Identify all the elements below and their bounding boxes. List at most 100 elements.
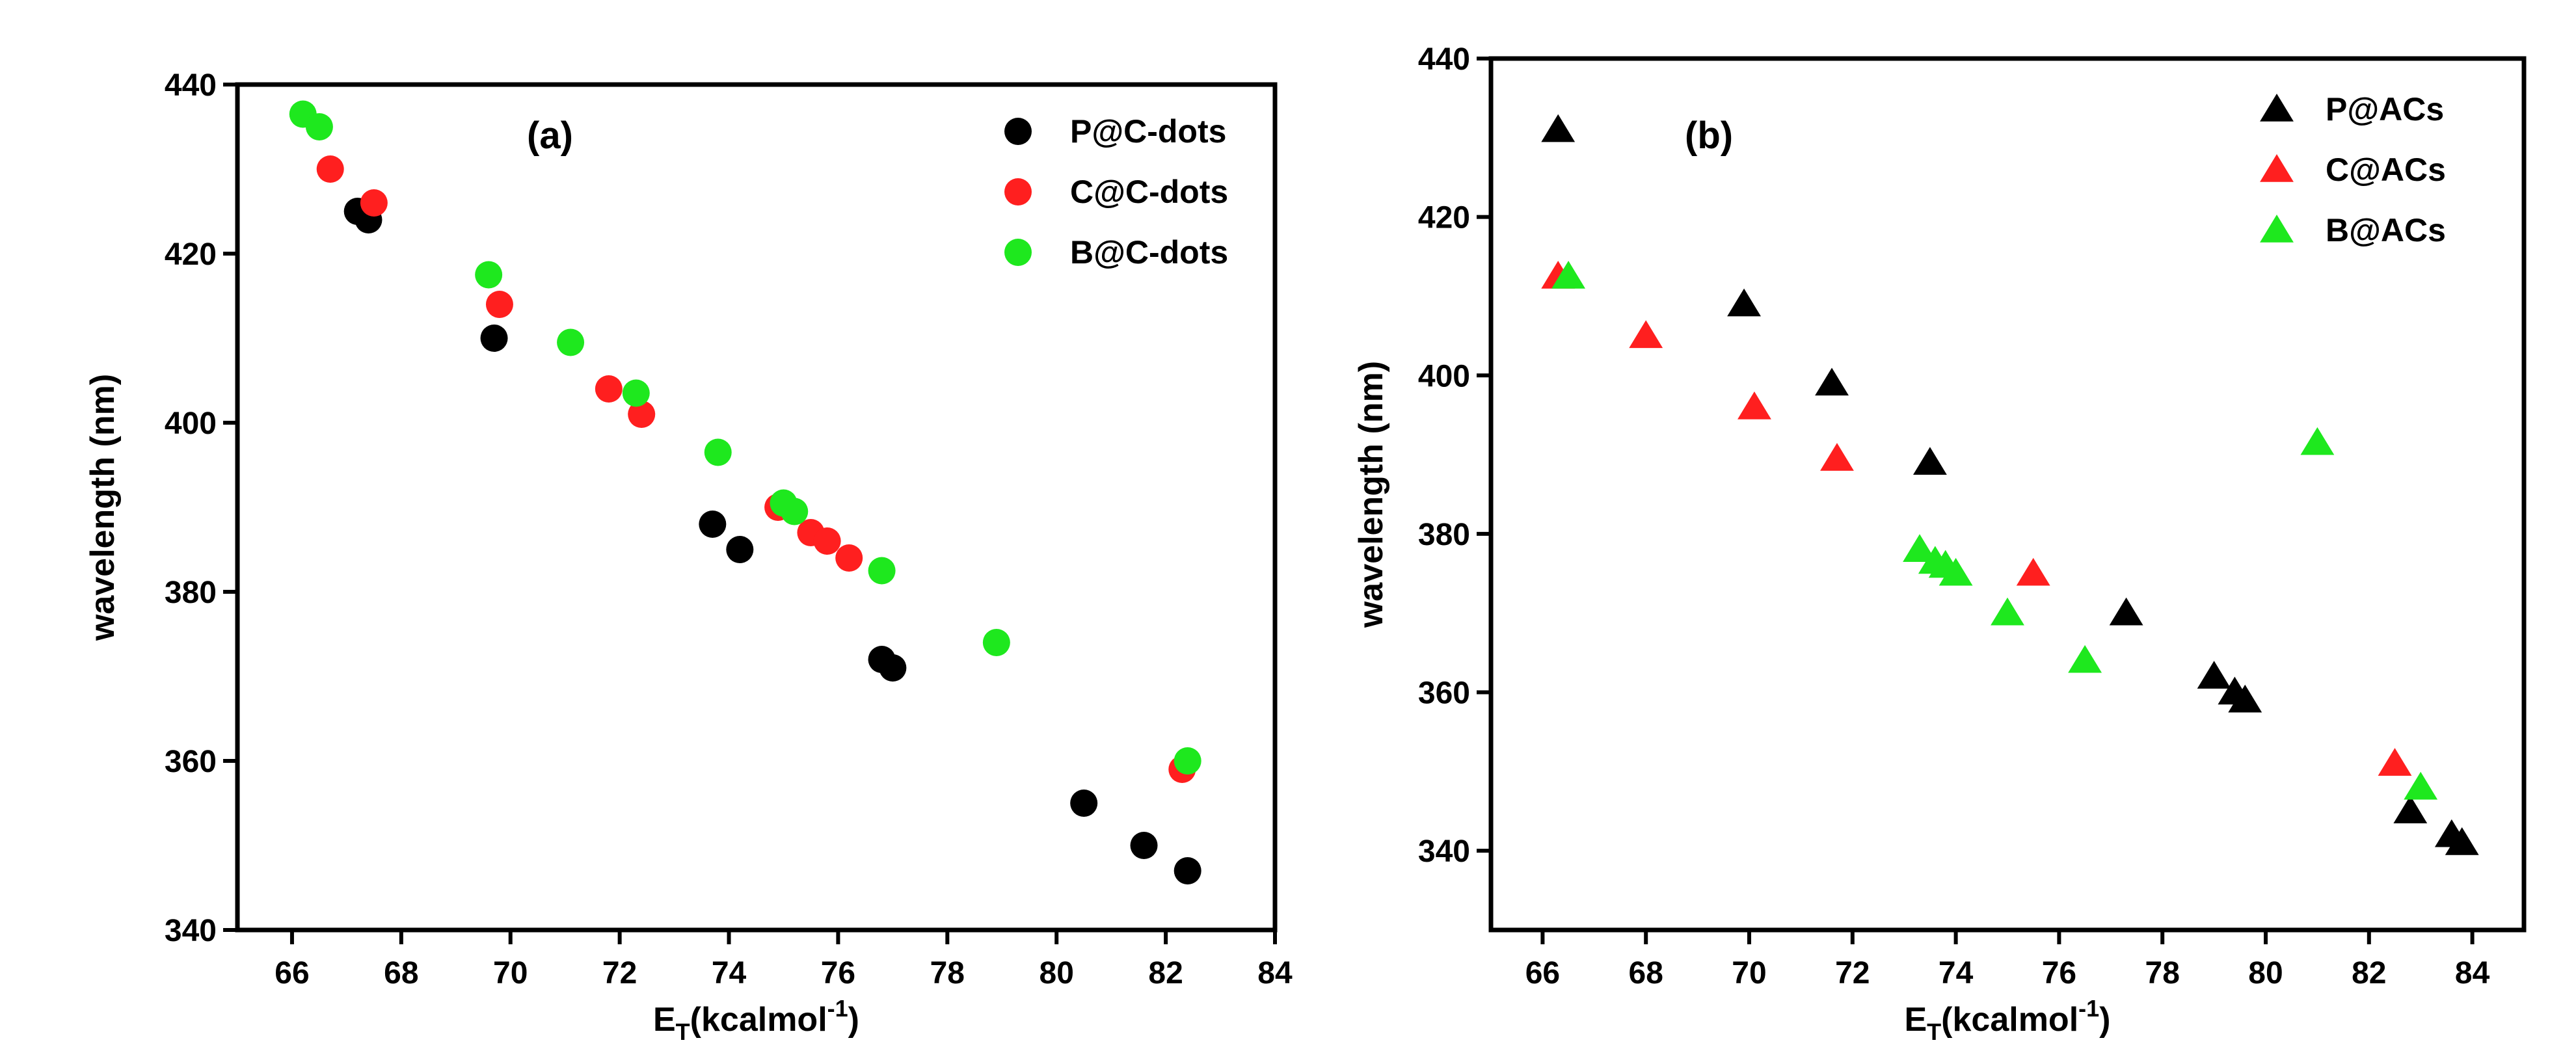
panel-b-legend-marker	[2260, 215, 2294, 243]
panel-a-y-tick-label: 420	[165, 237, 217, 272]
panel-a-data-point	[813, 527, 841, 555]
panel-a-x-tick-label: 72	[602, 956, 637, 990]
panel-b-x-tick-label: 84	[2455, 956, 2490, 990]
panel-a-data-point	[480, 325, 508, 352]
panel-b-data-point	[1991, 597, 2024, 626]
panel-a-x-tick-label: 70	[493, 956, 528, 990]
panel-a-data-point	[628, 401, 656, 428]
panel-b-x-tick-label: 76	[2042, 956, 2076, 990]
panel-a-data-points	[289, 100, 1201, 884]
panel-b-data-point	[2109, 597, 2143, 626]
panel-a-data-point	[835, 544, 863, 572]
panel-a-x-tick-label: 74	[712, 956, 747, 990]
panel-b-data-point	[1737, 392, 1771, 419]
panel-a-x-tick-label: 68	[384, 956, 418, 990]
panel-a-data-point	[316, 155, 344, 183]
panel-a-data-point	[704, 438, 732, 466]
panel-a-y-tick-label: 340	[165, 914, 217, 948]
panel-a-data-point	[982, 629, 1010, 656]
panel-b-y-tick-label: 360	[1418, 676, 1470, 711]
panel-a-x-tick-label: 82	[1148, 956, 1183, 990]
panel-a-data-point	[305, 113, 333, 140]
panel-a-data-point	[475, 261, 503, 289]
panel-a-legend-marker	[1004, 239, 1032, 266]
panel-a-data-point	[1174, 747, 1201, 775]
panel-a-x-tick-label: 84	[1257, 956, 1293, 990]
panel-a-data-point	[557, 328, 585, 356]
panel-b-x-tick-label: 80	[2248, 956, 2283, 990]
panel-b-data-point	[2404, 771, 2438, 800]
panel-b-data-point	[2016, 557, 2050, 586]
panel-b-data-point	[2445, 827, 2479, 855]
panel-b-y-tick-label: 380	[1418, 518, 1470, 552]
panel-b-y-axis-title: wavelength (nm)	[1352, 361, 1390, 628]
panel-a-data-point	[699, 511, 727, 538]
panel-a-data-point	[485, 291, 513, 318]
panel-b-data-point	[2300, 427, 2335, 455]
panel-b-label: (b)	[1685, 114, 1733, 157]
panel-b-data-point	[1629, 320, 1663, 349]
panel-a-y-tick-label: 360	[165, 745, 217, 779]
panel-a-legend-label: P@C-dots	[1070, 113, 1226, 150]
panel-a-y-axis-title: wavelength (nm)	[84, 374, 122, 641]
panel-b-data-point	[1815, 367, 1849, 396]
panel-a-data-point	[1130, 832, 1158, 859]
panel-b-data-point	[1551, 261, 1586, 289]
panel-a-data-point	[726, 536, 754, 563]
panel-a-ticks: 66 68 70 72 74 76 78 80 82 84 340 360 380 400 420 440	[165, 68, 1293, 990]
panel-a-legend-marker	[1004, 178, 1032, 206]
panel-b-data-point	[1727, 288, 1761, 317]
panel-b-legend-marker	[2260, 94, 2294, 122]
panel-b-legend-marker	[2260, 154, 2294, 182]
panel-b-y-tick-label: 340	[1418, 834, 1470, 869]
panel-b-legend-label: C@ACs	[2326, 152, 2446, 188]
panel-b-data-point	[2068, 644, 2102, 673]
panel-b-scatter-chart: 66 68 70 72 74 76 78 80 82 84 340 360 380 400 420 440 (…	[1352, 42, 2527, 1045]
panel-a-legend: P@C-dots C@C-dots B@C-dots	[1004, 113, 1228, 271]
panel-b-data-point	[1541, 114, 1576, 142]
panel-a-plot-frame	[235, 82, 1278, 933]
panel-b-legend: P@ACs C@ACs B@ACs	[2260, 91, 2446, 248]
panel-b-data-point	[2378, 748, 2412, 776]
panel-b-x-tick-label: 78	[2145, 956, 2180, 990]
panel-a-x-tick-label: 80	[1040, 956, 1074, 990]
panel-a-legend-label: B@C-dots	[1070, 234, 1228, 271]
panel-b-x-tick-label: 66	[1525, 956, 1560, 990]
panel-a-scatter-chart: 66 68 70 72 74 76 78 80 82 84 340 360 380 400 420 440 (…	[84, 68, 1293, 1045]
panel-b-legend-label: B@ACs	[2326, 212, 2446, 248]
panel-b-x-tick-label: 70	[1732, 956, 1766, 990]
panel-b-legend-label: P@ACs	[2326, 91, 2444, 127]
panel-b-data-point	[2197, 661, 2231, 689]
panel-a-data-point	[781, 498, 809, 525]
panel-a-data-point	[1070, 790, 1098, 817]
panel-b-x-axis-title: ET(kcalmol-1)	[1904, 995, 2110, 1045]
panel-b-y-tick-label: 420	[1418, 201, 1470, 235]
panel-a-data-point	[879, 654, 907, 682]
panel-b-data-points	[1541, 114, 2479, 855]
panel-b-y-tick-label: 440	[1418, 42, 1470, 77]
panel-b-data-point	[2228, 684, 2262, 713]
panel-b-x-tick-label: 68	[1629, 956, 1663, 990]
panel-a-y-tick-label: 400	[165, 406, 217, 441]
panel-a-y-tick-label: 440	[165, 68, 217, 103]
panel-a-label: (a)	[527, 114, 573, 157]
panel-a-data-point	[1174, 857, 1201, 884]
panel-b-data-point	[1903, 534, 1937, 562]
panel-a-data-point	[622, 379, 650, 407]
panel-a-legend-label: C@C-dots	[1070, 174, 1228, 210]
panel-a-data-point	[595, 375, 623, 403]
panel-a-data-point	[360, 189, 388, 217]
panel-b-plot-frame	[1488, 56, 2527, 933]
panel-b-data-point	[1939, 557, 1973, 586]
panel-a-x-tick-label: 78	[930, 956, 965, 990]
panel-b-x-tick-label: 82	[2352, 956, 2386, 990]
panel-b-ticks: 66 68 70 72 74 76 78 80 82 84 340 360 380 400 420 440	[1418, 42, 2490, 990]
panel-a-legend-marker	[1004, 118, 1032, 145]
panel-b-x-tick-label: 74	[1939, 956, 1974, 990]
panel-a-x-axis-title: ET(kcalmol-1)	[653, 995, 859, 1045]
panel-b-y-tick-label: 400	[1418, 359, 1470, 393]
panel-b-data-point	[2393, 795, 2428, 823]
panel-a-data-point	[868, 557, 896, 585]
panel-a-x-tick-label: 66	[275, 956, 309, 990]
